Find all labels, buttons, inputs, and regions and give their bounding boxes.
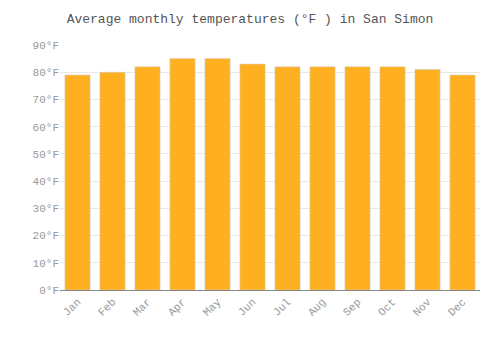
svg-text:Jun: Jun [236,296,258,318]
svg-text:Apr: Apr [166,296,188,318]
svg-text:Aug: Aug [306,296,328,318]
svg-text:Jul: Jul [271,296,293,318]
svg-text:May: May [201,296,224,319]
svg-text:Mar: Mar [131,296,153,318]
svg-text:90°F: 90°F [33,40,59,52]
svg-text:0°F: 0°F [39,285,59,297]
svg-text:50°F: 50°F [33,149,59,161]
svg-text:20°F: 20°F [33,230,59,242]
svg-text:Average monthly temperatures (: Average monthly temperatures (°F ) in Sa… [67,12,434,27]
svg-text:70°F: 70°F [33,94,59,106]
svg-text:Feb: Feb [96,296,118,318]
svg-text:Sep: Sep [341,296,363,318]
svg-text:Oct: Oct [376,296,398,318]
svg-text:Nov: Nov [411,296,434,319]
svg-text:60°F: 60°F [33,122,59,134]
svg-text:Jan: Jan [61,296,83,318]
svg-text:80°F: 80°F [33,67,59,79]
svg-text:Dec: Dec [446,296,468,318]
svg-text:10°F: 10°F [33,258,59,270]
svg-text:40°F: 40°F [33,176,59,188]
svg-text:30°F: 30°F [33,203,59,215]
